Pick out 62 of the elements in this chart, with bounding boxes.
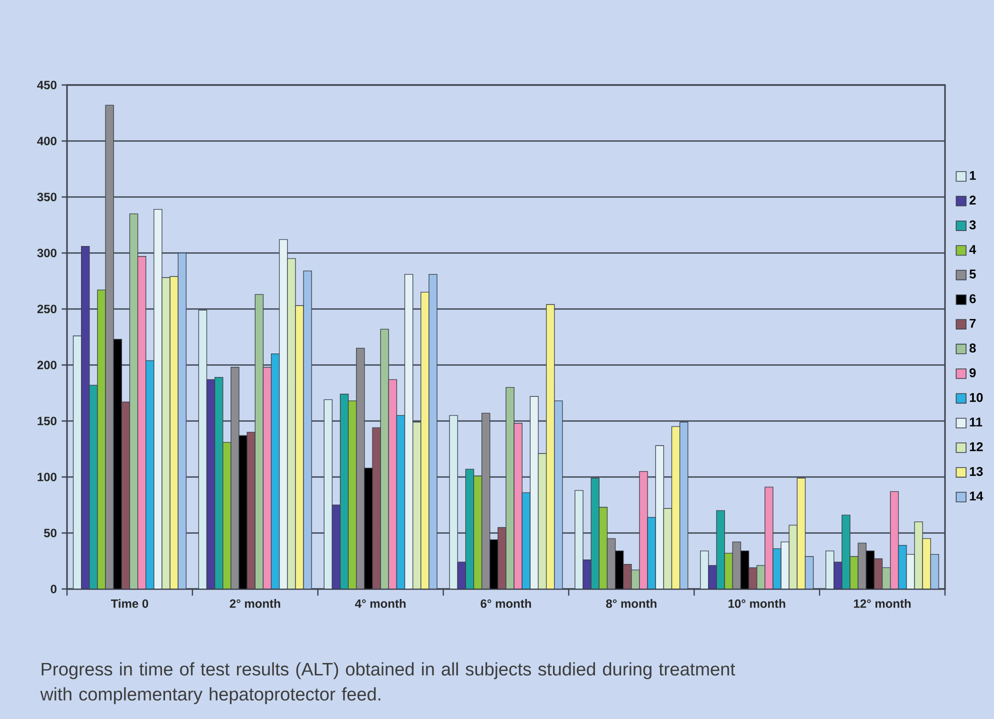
- bar: [178, 252, 187, 589]
- bar: [922, 538, 932, 589]
- legend-label: 7: [970, 318, 976, 328]
- bar: [655, 445, 664, 589]
- y-tick-label: 50: [44, 528, 56, 538]
- y-tick-label: 400: [37, 136, 56, 146]
- y-tick-label: 0: [50, 584, 56, 594]
- bar: [206, 379, 216, 589]
- x-tick-label: 12° month: [854, 599, 911, 608]
- bar: [546, 304, 555, 589]
- bar: [420, 292, 430, 589]
- bar: [412, 422, 422, 589]
- legend-label: 14: [970, 492, 984, 500]
- bar: [914, 521, 923, 589]
- bar: [279, 239, 288, 589]
- x-tick-label: 8° month: [606, 599, 656, 608]
- x-tick-label: 6° month: [480, 599, 531, 608]
- legend-label: 1: [970, 171, 976, 180]
- bar: [796, 478, 806, 589]
- bar: [332, 504, 341, 589]
- legend-label: 4: [969, 245, 976, 254]
- y-tick-label: 250: [37, 304, 56, 314]
- bar: [834, 562, 842, 589]
- bar: [80, 246, 90, 589]
- legend-label: 9: [970, 368, 976, 378]
- bar: [671, 426, 680, 589]
- bar: [154, 208, 162, 589]
- legend-label: 8: [970, 344, 976, 353]
- legend-label: 10: [970, 392, 983, 402]
- bar: [679, 422, 688, 589]
- text: Progress in time of test results (ALT) obtained in all subjects studied during treatment with complementary hepatoprotector feed.: [40, 662, 736, 704]
- bar: [303, 270, 312, 589]
- bar: [404, 274, 414, 589]
- legend-label: 2: [970, 196, 976, 205]
- y-tick-label: 450: [37, 80, 56, 90]
- bar: [780, 542, 790, 589]
- x-tick-label: 10° month: [728, 599, 786, 608]
- legend-label: 11: [970, 418, 982, 426]
- bar: [554, 400, 563, 589]
- y-tick-label: 150: [38, 416, 56, 426]
- legend-label: 13: [970, 466, 983, 476]
- y-tick-label: 350: [37, 192, 56, 202]
- bar: [530, 396, 539, 589]
- bar: [663, 508, 672, 589]
- bar: [582, 560, 592, 589]
- legend-label: 5: [970, 270, 976, 279]
- y-tick-label: 100: [38, 472, 56, 482]
- legend-label: 12: [970, 442, 983, 452]
- legend-label: 3: [969, 220, 976, 230]
- y-tick-label: 300: [37, 248, 56, 258]
- x-tick-label: 2° month: [230, 599, 280, 608]
- bar: [788, 524, 798, 589]
- bar: [804, 556, 814, 589]
- bar: [930, 554, 940, 589]
- y-tick-label: 200: [37, 360, 56, 370]
- x-tick-label: 4° month: [355, 599, 406, 608]
- bar: [287, 258, 296, 589]
- x-tick-label: Time 0: [110, 599, 148, 608]
- bar: [457, 562, 466, 589]
- legend-label: 6: [970, 294, 976, 304]
- bar: [170, 276, 178, 589]
- bar: [538, 453, 547, 589]
